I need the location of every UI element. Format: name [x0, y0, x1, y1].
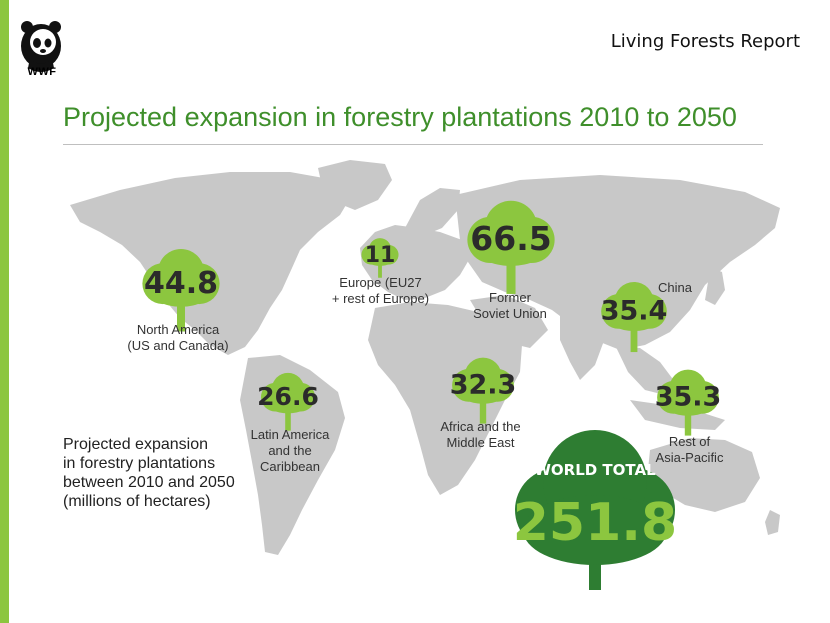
tree-canopy-base: [607, 302, 661, 332]
tree-canopy-base: [662, 389, 714, 416]
panda-logo-icon: [21, 21, 61, 72]
tree-africa-middle-east: 32.3: [450, 357, 517, 424]
scandinavia-landmass: [405, 188, 460, 235]
label-line: Caribbean: [260, 459, 320, 474]
page-title: Projected expansion in forestry plantati…: [63, 102, 737, 132]
new-zealand-landmass: [765, 510, 780, 535]
tree-canopy-base: [475, 228, 547, 266]
label-line: Rest of: [668, 434, 711, 449]
label-line: Middle East: [446, 435, 515, 450]
label-line: China: [658, 280, 692, 295]
greenland-landmass: [318, 160, 392, 210]
southeast-asia-landmass: [615, 345, 675, 395]
tree-value-europe: 11: [365, 243, 396, 268]
label-china: China: [650, 280, 700, 296]
accent-bar: [0, 0, 9, 623]
tree-world-total: WORLD TOTAL 251.8: [513, 430, 677, 590]
label-line: + rest of Europe): [331, 291, 430, 306]
logo-text: WWF: [27, 66, 57, 78]
tree-trunk: [506, 260, 516, 294]
legend-line: between 2010 and 2050: [63, 474, 235, 491]
tree-europe: 11: [361, 238, 399, 278]
title-divider: [63, 144, 763, 145]
legend-line: Projected expansion: [63, 436, 208, 453]
north-america-landmass: [70, 172, 352, 355]
tree-rest-asia-pacific: 35.3: [655, 369, 722, 436]
label-line: Europe (EU27: [339, 275, 422, 290]
label-line: Former: [489, 290, 531, 305]
tree-latin-america: 26.6: [257, 372, 319, 431]
tree-canopy-base: [523, 495, 667, 565]
middle-east-landmass: [470, 295, 548, 348]
tree-trunk: [479, 399, 487, 424]
tree-canopy-base: [149, 273, 213, 307]
tree-value-china: 35.4: [601, 296, 668, 327]
label-former-soviet-union: Former Soviet Union: [460, 290, 560, 322]
report-label: Living Forests Report: [610, 31, 800, 52]
tree-canopy-base: [266, 390, 310, 414]
legend-line: in forestry plantations: [63, 455, 216, 472]
label-latin-america: Latin America and the Caribbean: [240, 427, 340, 475]
tree-value-former-soviet-union: 66.5: [470, 219, 551, 258]
label-line: Asia-Pacific: [655, 450, 724, 465]
label-africa-middle-east: Africa and the Middle East: [428, 419, 533, 451]
tree-trunk: [177, 301, 185, 332]
label-europe: Europe (EU27 + rest of Europe): [318, 275, 443, 307]
tree-value-africa-middle-east: 32.3: [450, 370, 517, 401]
tree-value-rest-asia-pacific: 35.3: [655, 382, 722, 413]
tree-trunk: [684, 411, 692, 436]
tree-north-america: 44.8: [142, 249, 220, 332]
tree-trunk: [378, 263, 382, 278]
world-total-value: 251.8: [513, 493, 677, 553]
tree-former-soviet-union: 66.5: [467, 200, 555, 294]
label-line: Soviet Union: [473, 306, 547, 321]
tree-canopy-base: [457, 377, 509, 404]
label-line: North America: [136, 322, 220, 337]
australia-landmass: [648, 438, 760, 512]
indonesia-landmass: [630, 400, 725, 430]
label-line: (US and Canada): [127, 338, 229, 353]
africa-landmass: [368, 302, 522, 495]
region-trees: 44.8 11 66.5 35.4 26.6 32.3 35.3 WORLD TOTAL 251…: [142, 200, 722, 590]
world-total-label: WORLD TOTAL: [534, 461, 656, 479]
tree-canopy-base: [364, 250, 396, 266]
label-line: and the: [268, 443, 312, 458]
tree-trunk: [630, 326, 638, 353]
label-north-america: North America (US and Canada): [118, 322, 238, 354]
india-landmass: [560, 315, 605, 380]
legend-text: Projected expansion in forestry plantati…: [63, 435, 235, 511]
label-line: Africa and the: [440, 419, 521, 434]
tree-value-latin-america: 26.6: [257, 382, 319, 411]
tree-value-north-america: 44.8: [144, 266, 218, 301]
label-rest-asia-pacific: Rest of Asia-Pacific: [642, 434, 737, 466]
legend-line: (millions of hectares): [63, 493, 211, 510]
label-line: Latin America: [250, 427, 330, 442]
tree-china: 35.4: [601, 281, 668, 353]
tree-trunk: [285, 409, 291, 431]
japan-landmass: [705, 268, 725, 305]
